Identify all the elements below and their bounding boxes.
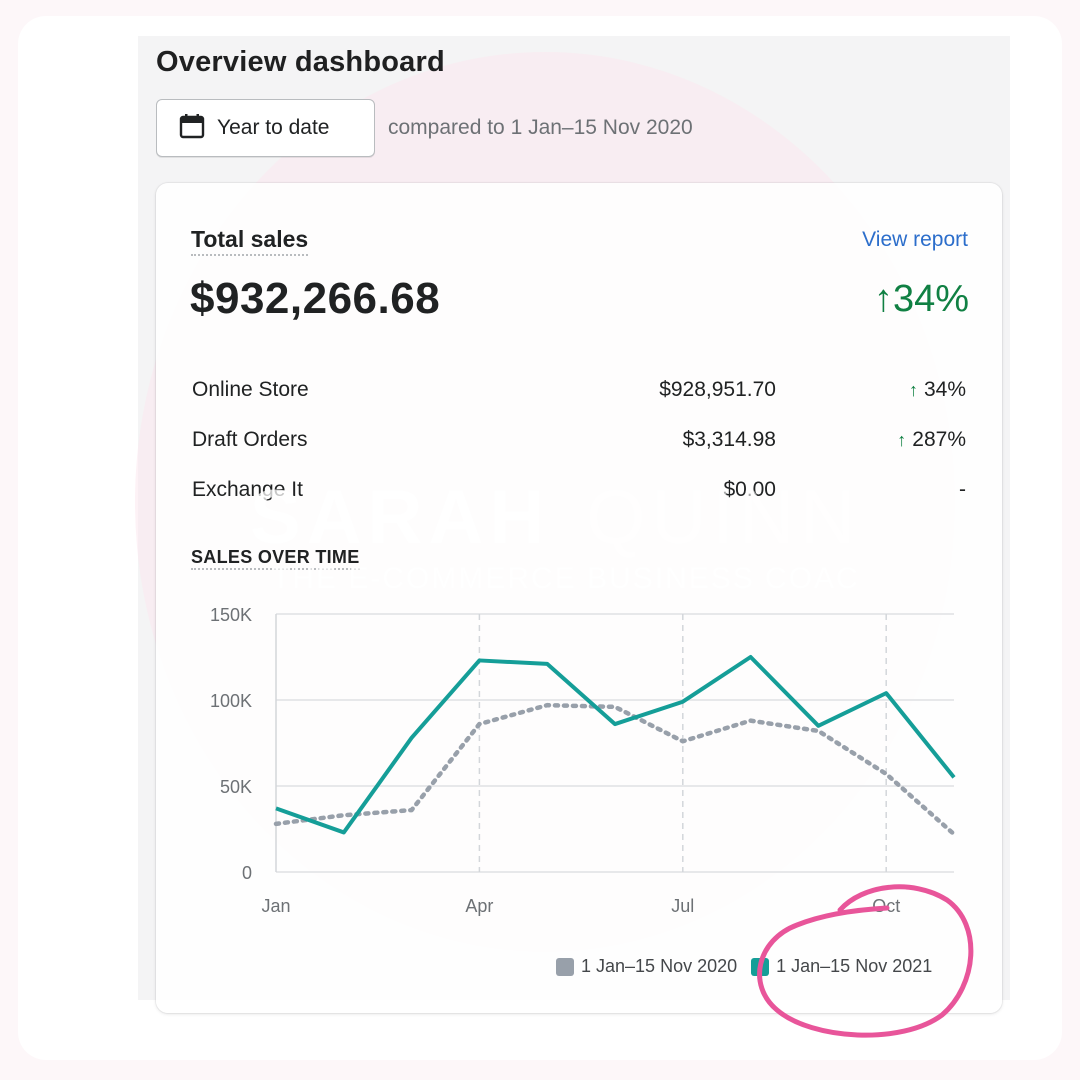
channel-change: ↑ 287% [897,428,966,452]
legend-item[interactable]: 1 Jan–15 Nov 2021 [751,956,932,977]
y-tick-label: 150K [210,605,252,625]
channel-amount: $0.00 [723,478,776,501]
y-tick-label: 0 [242,863,252,883]
channel-amount: $3,314.98 [682,428,776,451]
x-tick-label: Jul [671,896,694,916]
total-sales-card [156,183,1002,1013]
list-item: Online Store $928,951.70 ↑ 34% [192,376,968,426]
view-report-link[interactable]: View report [862,228,968,251]
arrow-up-icon: ↑ [897,430,907,450]
chart-legend: 1 Jan–15 Nov 2020 1 Jan–15 Nov 2021 [556,956,932,977]
channel-change-value: 34% [923,378,966,401]
sales-channel-list: Online Store $928,951.70 ↑ 34% Draft Orde… [192,376,968,526]
page-title: Overview dashboard [156,46,445,78]
list-item: Draft Orders $3,314.98 ↑ 287% [192,426,968,476]
series-line-2021 [275,655,956,835]
channel-change-value: - [959,478,966,501]
channel-change: ↑ 34% [909,378,966,402]
date-range-label: Year to date [217,116,330,139]
legend-label: 1 Jan–15 Nov 2020 [581,956,738,976]
x-tick-label: Jan [261,896,290,916]
x-tick-label: Apr [465,896,493,916]
card-title[interactable]: Total sales [191,226,309,256]
arrow-up-icon: ↑ [873,278,893,320]
legend-item[interactable]: 1 Jan–15 Nov 2020 [556,956,737,977]
y-tick-label: 100K [210,691,252,711]
date-range-button[interactable]: Year to date [156,99,375,157]
total-sales-value: $932,266.68 [190,274,441,323]
total-change-value: 34% [892,278,969,320]
channel-change-value: 287% [912,428,966,451]
highlight-scribble [757,884,974,1038]
compare-text: compared to 1 Jan–15 Nov 2020 [388,116,693,139]
total-sales-change: ↑34% [874,278,969,321]
legend-swatch [556,957,574,976]
channel-name: Exchange It [192,478,303,501]
channel-amount: $928,951.70 [659,378,776,401]
legend-label: 1 Jan–15 Nov 2021 [776,956,933,976]
arrow-up-icon: ↑ [908,380,918,400]
list-item: Exchange It $0.00 - [192,476,968,526]
channel-name: Online Store [192,378,309,401]
y-tick-label: 50K [220,777,252,797]
channel-name: Draft Orders [192,428,308,451]
calendar-icon [179,113,205,144]
sales-over-time-title[interactable]: SALES OVER TIME [191,547,360,570]
